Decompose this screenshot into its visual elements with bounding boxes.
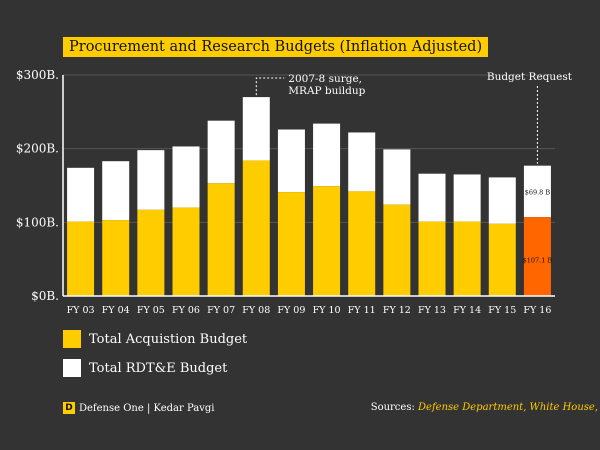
bar-rdte xyxy=(453,174,481,222)
bar-acquisition xyxy=(207,183,235,296)
budget-request-label: Budget Request xyxy=(487,71,573,83)
sources: Sources: Defense Department, White House… xyxy=(371,402,598,413)
bar-acquisition xyxy=(383,204,411,296)
bar-acquisition xyxy=(67,221,95,296)
bar-rdte xyxy=(418,173,446,222)
byline: D Defense One | Kedar Pavgi xyxy=(63,402,214,414)
x-tick-label: FY 10 xyxy=(313,305,341,316)
bar-rdte xyxy=(137,150,165,210)
chart-title: Procurement and Research Budgets (Inflat… xyxy=(63,37,489,57)
surge-annotation-line1: 2007-8 surge, xyxy=(288,73,362,85)
x-tick-label: FY 08 xyxy=(242,305,270,316)
y-tick-label: $200B. xyxy=(16,142,59,156)
y-tick-label: $0B. xyxy=(31,289,59,303)
bar-acquisition xyxy=(523,217,551,296)
x-tick-label: FY 16 xyxy=(523,305,551,316)
bar-rdte xyxy=(207,120,235,184)
x-tick-label: FY 12 xyxy=(383,305,411,316)
x-tick-label: FY 11 xyxy=(348,305,376,316)
legend-label-acquisition: Total Acquistion Budget xyxy=(89,331,248,347)
defense-one-logo-icon: D xyxy=(63,402,75,414)
bar-acquisition xyxy=(277,192,305,296)
legend-swatch-acquisition xyxy=(63,330,81,348)
x-tick-label: FY 04 xyxy=(102,305,130,316)
x-tick-label: FY 14 xyxy=(453,305,481,316)
bar-acquisition xyxy=(313,186,341,296)
byline-text: Defense One | Kedar Pavgi xyxy=(79,402,215,414)
x-tick-label: FY 13 xyxy=(418,305,446,316)
x-tick-label: FY 03 xyxy=(67,305,95,316)
y-tick-label: $300B. xyxy=(16,68,59,82)
sources-links[interactable]: Defense Department, White House, xyxy=(418,402,598,413)
bar-acquisition xyxy=(102,220,130,296)
sources-prefix: Sources: xyxy=(370,402,419,413)
value-label-acquisition: $107.1 B xyxy=(523,257,553,265)
surge-callout-line xyxy=(255,77,285,96)
bar-acquisition xyxy=(137,209,165,296)
bar-rdte xyxy=(102,161,130,221)
bar-rdte xyxy=(242,97,270,161)
legend-label-rdte: Total RDT&E Budget xyxy=(89,360,228,376)
bar-rdte xyxy=(277,129,305,193)
bar-rdte xyxy=(172,146,200,208)
legend-swatch-rdte xyxy=(63,359,81,377)
bar-acquisition xyxy=(172,207,200,296)
bar-acquisition xyxy=(348,191,376,296)
legend-item-acquisition: Total Acquistion Budget xyxy=(63,330,247,348)
bar-rdte xyxy=(383,149,411,205)
bar-rdte xyxy=(67,167,95,222)
value-label-rdte: $69.8 B xyxy=(525,188,551,196)
x-tick-label: FY 07 xyxy=(207,305,235,316)
bar-rdte xyxy=(488,177,516,224)
x-tick-label: FY 06 xyxy=(172,305,200,316)
legend-item-rdte: Total RDT&E Budget xyxy=(63,359,227,377)
bar-rdte xyxy=(313,123,341,187)
bar-rdte xyxy=(523,165,551,218)
bar-acquisition xyxy=(488,223,516,296)
bar-acquisition xyxy=(242,160,270,296)
bar-acquisition xyxy=(453,221,481,296)
bar-rdte xyxy=(348,132,376,192)
x-tick-label: FY 09 xyxy=(277,305,305,316)
bar-acquisition xyxy=(418,221,446,296)
surge-annotation-line2: MRAP buildup xyxy=(288,85,365,97)
x-tick-label: FY 15 xyxy=(488,305,516,316)
x-tick-label: FY 05 xyxy=(137,305,165,316)
y-tick-label: $100B. xyxy=(16,215,59,229)
